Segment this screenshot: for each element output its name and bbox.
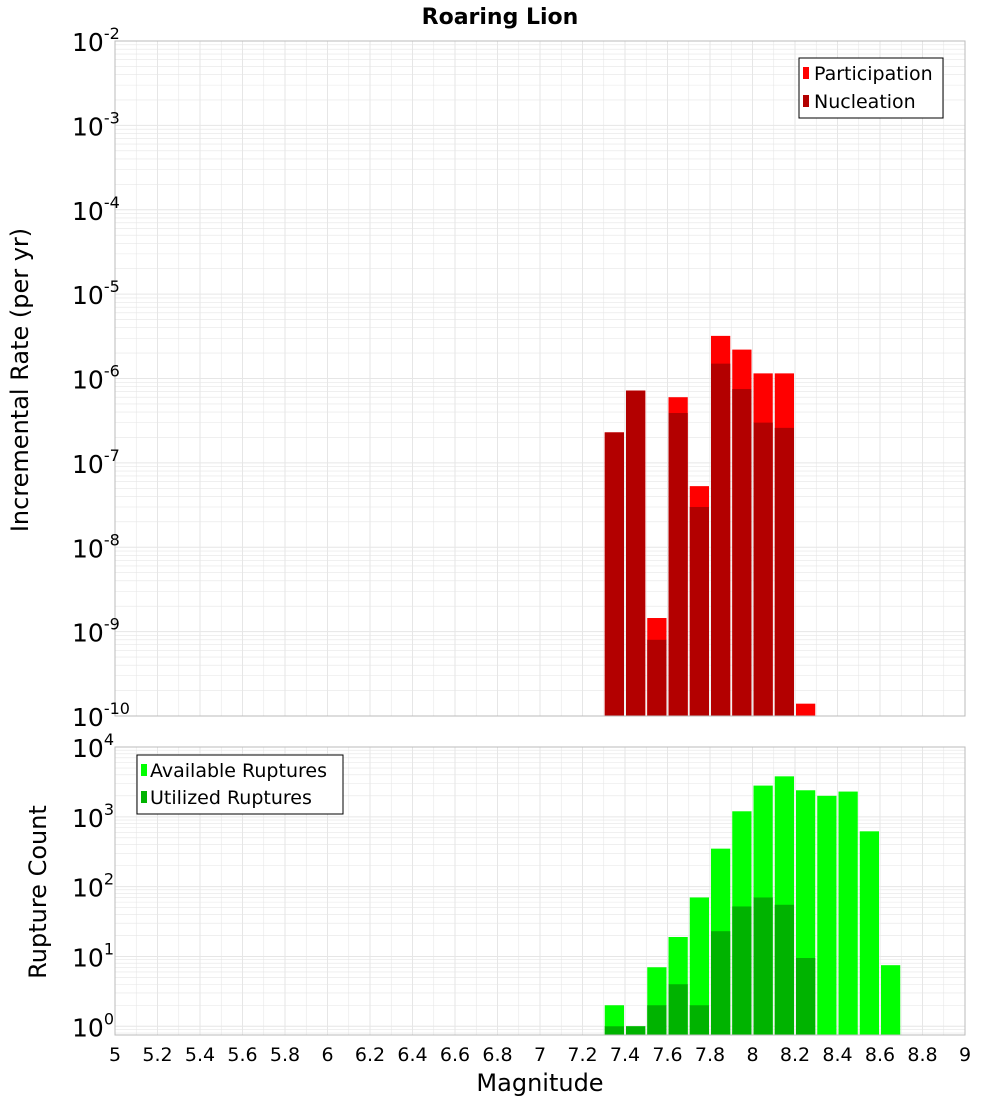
top-bar-nucleation (689, 506, 709, 716)
top-y-tick-label: 10-10 (72, 699, 130, 732)
x-tick-label: 6.4 (397, 1044, 427, 1066)
rupture-count-panel: 100 101 102 103 104 5 5.2 5.4 5.6 5.8 6 6.2 6.4 6.6 6… (24, 730, 971, 1097)
bottom-bar-utilized-ruptures (774, 904, 794, 1035)
bottom-legend-box (136, 754, 344, 815)
bottom-bar-available-ruptures (881, 965, 901, 1035)
top-bar-nucleation (753, 422, 773, 716)
top-y-tick-label: 10-2 (72, 24, 120, 57)
bottom-y-tick-label: 104 (72, 730, 114, 763)
top-bar-nucleation (711, 363, 731, 716)
top-y-tick-label: 10-6 (72, 362, 120, 395)
top-y-tick-label: 10-8 (72, 530, 120, 563)
top-bar-nucleation (626, 390, 646, 716)
x-tick-label: 5.2 (142, 1044, 172, 1066)
x-tick-label: 8.4 (822, 1044, 852, 1066)
x-axis-label: Magnitude (476, 1069, 603, 1097)
legend-label-participation: Participation (814, 63, 933, 85)
bottom-bar-available-ruptures (689, 897, 709, 1035)
bottom-plot-frame (114, 746, 966, 1036)
top-y-tick-labels: 10-10 10-9 10-8 10-7 10-6 10-5 10-4 10-3 10-2 (72, 24, 130, 732)
legend-swatch-nucleation (803, 95, 809, 107)
top-legend-box (798, 57, 944, 119)
x-tick-label: 8 (746, 1044, 758, 1066)
top-y-tick-label: 10-3 (72, 108, 120, 141)
bottom-y-tick-label: 102 (72, 870, 114, 903)
x-tick-label: 5.8 (270, 1044, 300, 1066)
top-grid (114, 41, 966, 717)
x-tick-label: 5.4 (185, 1044, 215, 1066)
bottom-bar-available-ruptures (859, 831, 879, 1035)
x-tick-label: 7.2 (567, 1044, 597, 1066)
top-bar-nucleation (604, 432, 624, 716)
top-bar-nucleation (774, 427, 794, 716)
bottom-bar-utilized-ruptures (753, 897, 773, 1035)
bottom-bar-utilized-ruptures (647, 1005, 667, 1035)
x-tick-label: 6.8 (482, 1044, 512, 1066)
x-tick-label: 5 (109, 1044, 121, 1066)
legend-swatch-available (141, 764, 147, 776)
bottom-bar-utilized-ruptures (711, 931, 731, 1035)
bottom-bar-utilized-ruptures (689, 1005, 709, 1035)
x-tick-label: 7.8 (695, 1044, 725, 1066)
bottom-y-tick-label: 100 (72, 1009, 114, 1042)
x-tick-label: 6.6 (440, 1044, 470, 1066)
top-y-tick-label: 10-7 (72, 446, 120, 479)
bottom-bar-utilized-ruptures (732, 906, 752, 1035)
x-tick-label: 5.6 (227, 1044, 257, 1066)
bottom-legend: Available Ruptures Utilized Ruptures (136, 754, 344, 815)
bottom-bar-available-ruptures (817, 795, 837, 1035)
legend-swatch-participation (803, 67, 809, 79)
top-plot-frame (114, 40, 966, 717)
top-legend: Participation Nucleation (798, 57, 944, 119)
x-tick-label: 9 (959, 1044, 971, 1066)
top-y-tick-label: 10-5 (72, 277, 120, 310)
top-bar-nucleation (647, 639, 667, 716)
top-bar-nucleation (668, 413, 688, 716)
x-tick-label: 8.6 (865, 1044, 895, 1066)
bottom-bar-available-ruptures (838, 791, 858, 1035)
bottom-bars (604, 776, 901, 1035)
top-y-tick-label: 10-9 (72, 615, 120, 648)
x-tick-label: 8.2 (780, 1044, 810, 1066)
bottom-y-tick-label: 103 (72, 800, 114, 833)
x-tick-label: 6.2 (355, 1044, 385, 1066)
x-tick-label: 7 (534, 1044, 546, 1066)
top-bar-participation (796, 703, 816, 716)
legend-label-nucleation: Nucleation (814, 91, 916, 113)
x-tick-labels: 5 5.2 5.4 5.6 5.8 6 6.2 6.4 6.6 6.8 7 7.2 7.4 7.6 7.8 8… (109, 1044, 971, 1066)
bottom-bar-utilized-ruptures (604, 1026, 624, 1035)
x-tick-label: 7.4 (610, 1044, 640, 1066)
top-bars (604, 335, 816, 716)
legend-label-utilized: Utilized Ruptures (150, 787, 312, 809)
x-tick-label: 7.6 (652, 1044, 682, 1066)
chart-title: Roaring Lion (422, 5, 579, 30)
bottom-y-tick-labels: 100 101 102 103 104 (72, 730, 114, 1042)
bottom-y-axis-label: Rupture Count (24, 805, 52, 979)
bottom-bar-utilized-ruptures (626, 1026, 646, 1035)
bottom-bar-utilized-ruptures (796, 958, 816, 1035)
bottom-bar-utilized-ruptures (668, 984, 688, 1035)
incremental-rate-panel: 10-10 10-9 10-8 10-7 10-6 10-5 10-4 10-3 10-2 In… (6, 24, 966, 732)
legend-label-available: Available Ruptures (150, 760, 327, 782)
legend-swatch-utilized (141, 791, 147, 803)
x-tick-label: 8.8 (907, 1044, 937, 1066)
top-y-axis-label: Incremental Rate (per yr) (6, 228, 34, 532)
x-tick-label: 6 (321, 1044, 333, 1066)
top-bar-nucleation (732, 389, 752, 716)
top-y-tick-label: 10-4 (72, 193, 120, 226)
bottom-y-tick-label: 101 (72, 939, 114, 972)
